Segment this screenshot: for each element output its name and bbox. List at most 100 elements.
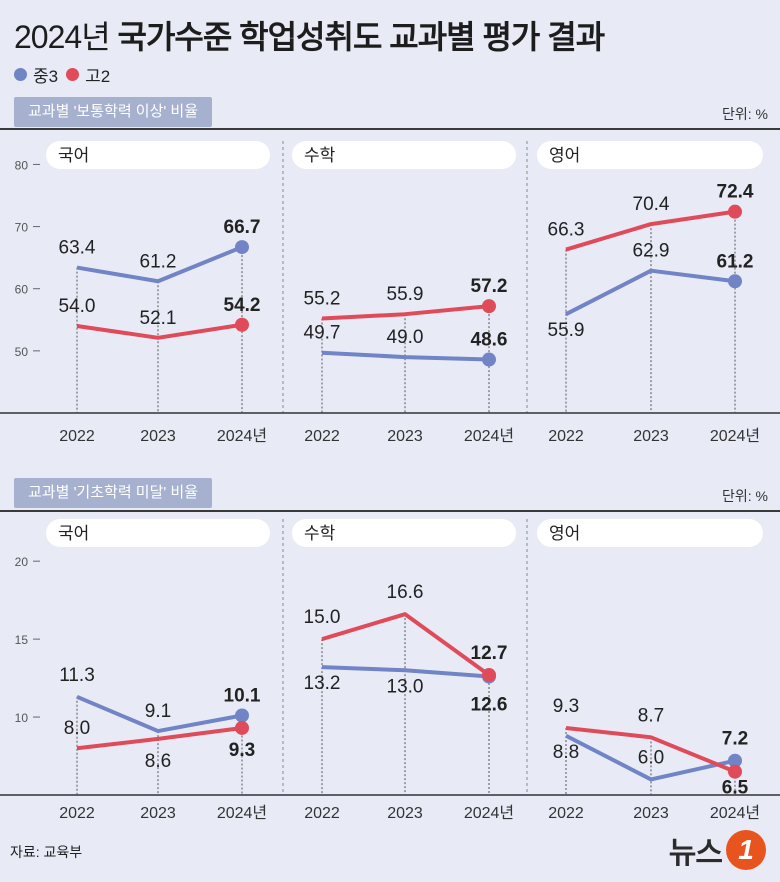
series-line-middle <box>565 733 736 782</box>
data-label: 8.6 <box>145 751 171 772</box>
x-tick-label: 2024년 <box>464 427 514 445</box>
y-tick-label: 60 <box>15 283 29 297</box>
y-tick-label: 10 <box>15 711 29 725</box>
legend-label-high: 고2 <box>85 67 111 86</box>
data-label: 57.2 <box>471 276 508 297</box>
data-label: 66.3 <box>548 220 585 241</box>
section-tag-proficient: 교과별 '보통학력 이상' 비율 <box>14 97 213 127</box>
data-label: 54.0 <box>59 296 96 317</box>
data-label: 10.1 <box>224 686 261 707</box>
subject-pill <box>46 519 270 547</box>
x-tick-label: 2022 <box>304 805 340 822</box>
x-tick-label: 2023 <box>633 428 669 445</box>
data-label: 6.0 <box>638 747 664 768</box>
series-end-point <box>482 352 496 367</box>
x-tick-label: 2022 <box>548 428 584 445</box>
series-end-point <box>728 764 742 779</box>
y-tick-label: 50 <box>15 345 29 359</box>
series-end-point <box>482 299 496 314</box>
data-label: 9.3 <box>553 696 579 717</box>
x-tick-label: 2022 <box>59 805 95 822</box>
subject-label: 국어 <box>58 146 89 165</box>
data-label: 49.0 <box>387 327 424 348</box>
data-label: 61.2 <box>717 251 754 272</box>
series-line-middle <box>565 268 736 316</box>
x-tick-label: 2022 <box>304 428 340 445</box>
data-label: 13.0 <box>387 676 424 697</box>
data-label: 61.2 <box>140 251 177 272</box>
x-tick-label: 2022 <box>548 805 584 822</box>
data-label: 12.7 <box>471 643 508 664</box>
subject-label: 수학 <box>304 524 336 543</box>
series-line-middle <box>76 245 243 284</box>
x-tick-label: 2023 <box>140 805 176 822</box>
data-label: 8.8 <box>553 742 579 763</box>
title-year: 2024년 <box>14 19 111 55</box>
series-end-point <box>235 708 249 723</box>
data-label: 8.0 <box>64 718 90 739</box>
subject-pill <box>537 519 763 547</box>
logo-text: 뉴스 <box>668 836 723 871</box>
x-tick-label: 2024년 <box>217 427 267 445</box>
section-rule-top <box>0 128 780 130</box>
y-tick-label: 20 <box>15 555 29 569</box>
legend-swatch-middle <box>14 68 27 81</box>
legend-label-middle: 중3 <box>33 67 59 86</box>
data-label: 52.1 <box>140 308 177 329</box>
x-tick-label: 2022 <box>59 428 95 445</box>
data-label: 9.3 <box>229 740 255 761</box>
data-label: 54.2 <box>224 295 261 316</box>
x-tick-label: 2023 <box>387 428 423 445</box>
series-end-point <box>235 720 249 735</box>
unit-label-top: 단위: % <box>722 106 768 122</box>
series-end-point <box>728 753 742 768</box>
subject-pill <box>46 141 270 169</box>
series-line-high <box>565 725 736 774</box>
series-line-middle <box>321 350 490 362</box>
subject-label: 영어 <box>549 524 580 543</box>
subject-pill <box>292 519 516 547</box>
y-tick-label: 80 <box>15 158 29 172</box>
data-label: 6.5 <box>722 778 749 799</box>
data-label: 49.7 <box>304 323 341 344</box>
legend: 중3 고2 <box>14 62 110 87</box>
series-end-point <box>728 274 742 289</box>
x-tick-label: 2024년 <box>710 427 760 445</box>
subject-label: 수학 <box>304 146 336 165</box>
series-line-middle <box>321 665 490 679</box>
series-line-middle <box>76 694 243 734</box>
data-label: 15.0 <box>304 607 341 628</box>
x-tick-label: 2023 <box>387 805 423 822</box>
x-tick-label: 2023 <box>140 428 176 445</box>
legend-swatch-high <box>66 68 80 81</box>
data-label: 13.2 <box>304 673 341 694</box>
subject-pill <box>292 141 516 169</box>
series-end-point <box>235 240 249 255</box>
data-label: 8.7 <box>638 705 664 726</box>
subject-label: 영어 <box>549 146 580 165</box>
logo-mark: 1 <box>726 830 766 870</box>
series-end-point <box>482 667 496 682</box>
data-label: 9.1 <box>145 701 171 722</box>
data-label: 7.2 <box>722 729 748 750</box>
data-label: 48.6 <box>471 330 508 351</box>
section-tag-below-basic: 교과별 '기초학력 미달' 비율 <box>14 478 213 508</box>
y-tick-label: 15 <box>15 633 29 647</box>
x-tick-label: 2024년 <box>217 804 267 822</box>
data-label: 11.3 <box>59 665 95 686</box>
y-tick-label: 70 <box>15 221 29 235</box>
chart-title: 2024년 국가수준 학업성취도 교과별 평가 결과 <box>14 12 606 58</box>
series-line-high <box>321 612 491 677</box>
data-label: 55.9 <box>548 320 585 341</box>
series-line-high <box>76 322 243 340</box>
data-label: 72.4 <box>717 182 754 203</box>
series-end-point <box>235 317 249 332</box>
series-line-high <box>565 209 736 252</box>
x-tick-label: 2023 <box>633 805 669 822</box>
source-note: 자료: 교육부 <box>10 844 83 860</box>
news-logo: 뉴스 1 <box>669 828 766 872</box>
title-text: 국가수준 학업성취도 교과별 평가 결과 <box>117 19 606 55</box>
x-tick-label: 2024년 <box>710 804 760 822</box>
subject-pill <box>537 141 763 169</box>
subject-label: 국어 <box>58 524 89 543</box>
